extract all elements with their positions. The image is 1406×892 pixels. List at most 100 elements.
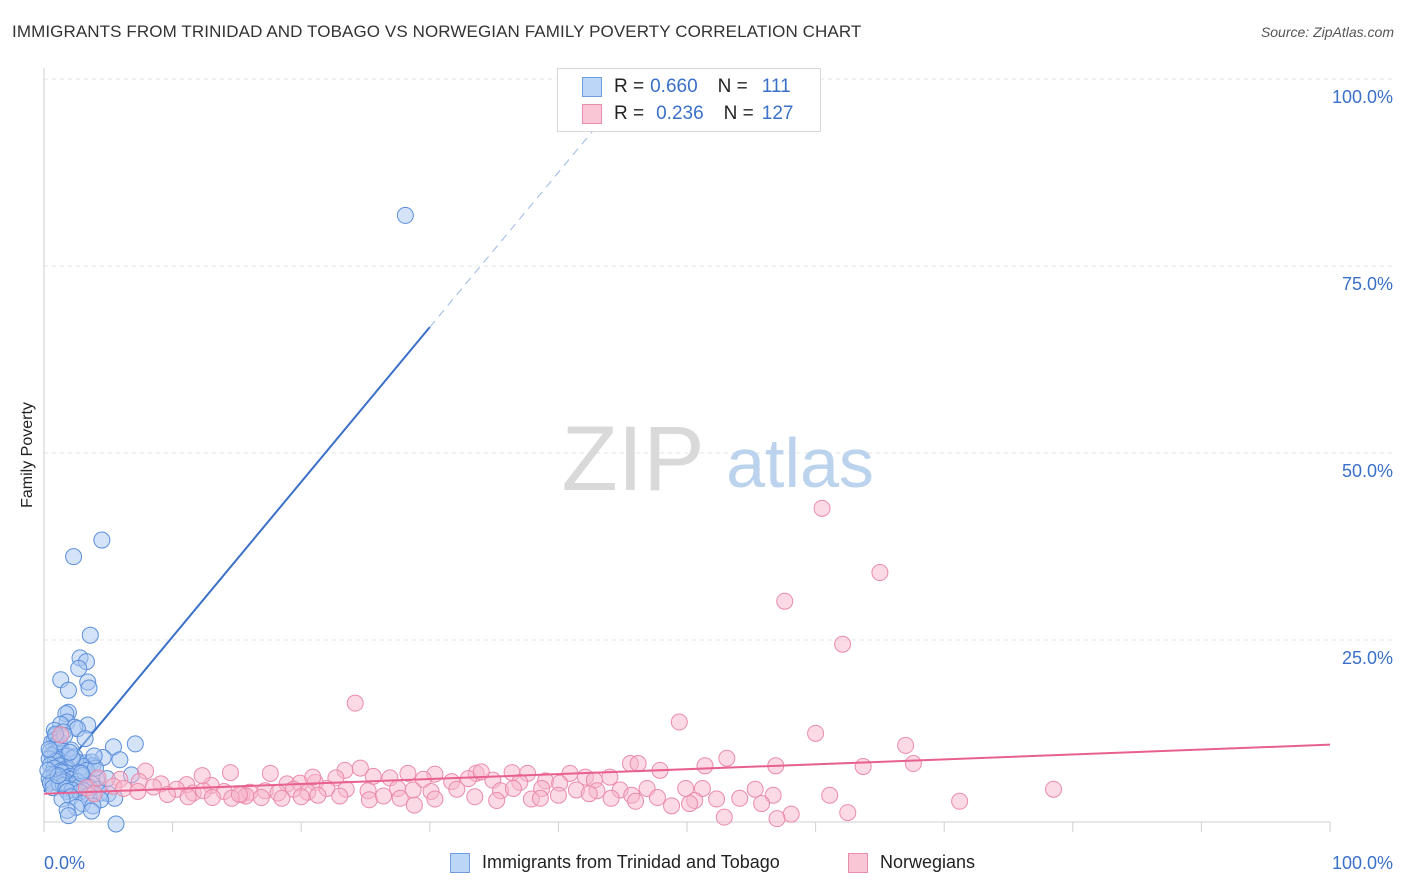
point-norwegians [693,779,711,797]
point-norwegians [696,757,714,775]
bottom-swatch-blue [450,852,470,873]
point-norwegians [375,787,393,805]
point-norwegians [360,791,378,809]
trend-line-trinidad-extension [429,110,611,328]
point-norwegians [399,764,417,782]
point-norwegians [531,789,549,807]
point-norwegians [261,764,279,782]
point-trinidad [111,751,129,769]
point-norwegians [304,768,322,786]
point-norwegians [897,736,915,754]
point-trinidad [81,626,99,644]
gridlines [44,78,1393,641]
point-trinidad [80,679,98,697]
bottom-swatch-pink [848,852,868,873]
point-norwegians [331,787,349,805]
bottom-legend: Immigrants from Trinidad and Tobago Norw… [0,850,1406,880]
point-norwegians [768,810,786,828]
point-norwegians [580,785,598,803]
point-norwegians [89,769,107,787]
y-tick-label: 25.0% [1342,648,1393,668]
point-norwegians [753,795,771,813]
legend-swatch-pink [582,104,602,124]
point-norwegians [602,789,620,807]
point-trinidad [40,740,58,758]
legend-row-trinidad: R = 0.660 N = 111 [582,74,791,100]
trend-line-norwegians [43,743,1331,795]
point-norwegians [648,789,666,807]
point-trinidad [93,531,111,549]
point-trinidad [39,761,57,779]
point-norwegians [346,694,364,712]
point-norwegians [504,779,522,797]
legend-r-value: 0.660 [650,76,698,97]
point-norwegians [129,782,147,800]
point-norwegians [715,808,733,826]
correlation-legend: R = 0.660 N = 111 R = 0.236 N = 127 [557,68,821,132]
point-norwegians [252,789,270,807]
trend-group-norwegians [43,743,1331,795]
point-norwegians [746,780,764,798]
point-norwegians [391,789,409,807]
point-trinidad [72,764,90,782]
point-norwegians [309,786,327,804]
trend-group-trinidad [43,110,611,793]
legend-n-label: N = [717,76,748,97]
source-credit: Source: ZipAtlas.com [1260,24,1394,40]
point-norwegians [764,786,782,804]
y-tick-label: 100.0% [1332,87,1393,107]
legend-row-norwegians: R = 0.236 N = 127 [582,101,793,127]
watermark: ZIP atlas [561,408,874,510]
point-norwegians [839,804,857,822]
point-norwegians [203,789,221,807]
point-norwegians [782,805,800,823]
point-norwegians [813,499,831,517]
chart-title: IMMIGRANTS FROM TRINIDAD AND TOBAGO VS N… [12,22,862,41]
bottom-legend-trinidad: Immigrants from Trinidad and Tobago [450,852,780,873]
point-norwegians [273,789,291,807]
point-norwegians [405,796,423,814]
point-trinidad [76,730,94,748]
watermark-zip: ZIP [561,408,704,510]
point-norwegians [179,788,197,806]
point-norwegians [663,797,681,815]
point-norwegians [627,792,645,810]
point-norwegians [426,790,444,808]
trend-line-trinidad [43,326,431,793]
point-norwegians [681,795,699,813]
point-trinidad [59,807,77,825]
series-trinidad [39,206,414,833]
point-norwegians [549,786,567,804]
point-trinidad [83,802,101,820]
point-norwegians [776,592,794,610]
point-trinidad [59,681,77,699]
point-norwegians [871,564,889,582]
point-norwegians [158,785,176,803]
point-norwegians [351,759,369,777]
point-norwegians [230,785,248,803]
point-norwegians [807,724,825,742]
point-trinidad [85,747,103,765]
point-norwegians [670,713,688,731]
y-tick-label: 50.0% [1342,461,1393,481]
x-tick-label: 0.0% [44,853,85,873]
point-trinidad [65,548,83,566]
axes [43,68,1331,832]
point-norwegians [951,792,969,810]
point-norwegians [821,786,839,804]
bottom-legend-label: Norwegians [880,852,976,872]
y-tick-label: 75.0% [1342,274,1393,294]
point-norwegians [1045,780,1063,798]
point-norwegians [629,755,647,773]
point-norwegians [854,758,872,776]
point-norwegians [221,764,239,782]
legend-n-value: 111 [761,76,791,97]
point-norwegians [718,749,736,767]
point-norwegians [834,635,852,653]
point-norwegians [292,788,310,806]
point-norwegians [52,726,70,744]
point-trinidad [126,735,144,753]
point-norwegians [472,763,490,781]
point-norwegians [466,788,484,806]
